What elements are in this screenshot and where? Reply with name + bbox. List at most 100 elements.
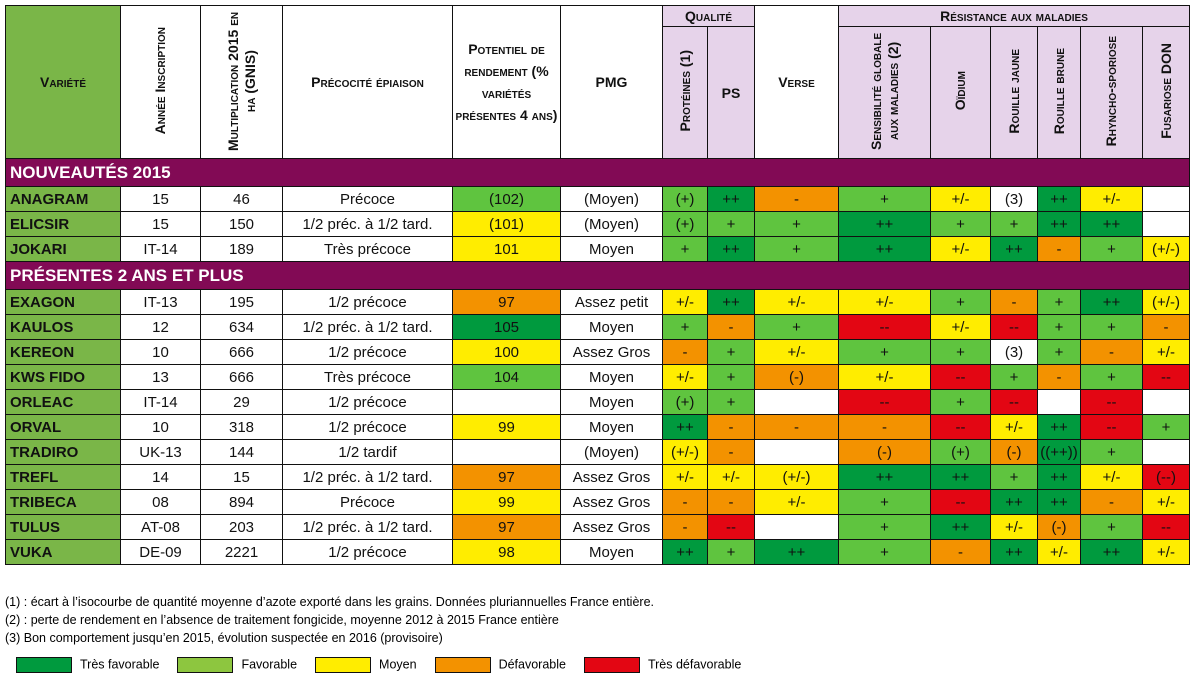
cell-rouille-jaune: --	[990, 389, 1038, 415]
table-row: KEREON 10 666 1/2 précoce 100 Assez Gros - + +/-…	[5, 339, 1191, 365]
cell-rouille-brune	[1037, 389, 1081, 415]
cell-rouille-jaune: (-)	[990, 439, 1038, 465]
header-verse: Verse	[754, 5, 839, 159]
header-multiplication: Multiplication 2015 en ha (GNIS)	[200, 5, 283, 159]
cell-variete: ORLEAC	[5, 389, 121, 415]
cell-precocite: Très précoce	[282, 236, 453, 262]
cell-rouille-jaune: --	[990, 314, 1038, 340]
cell-ps: +	[707, 339, 755, 365]
cell-multiplication: 189	[200, 236, 283, 262]
variety-table: Variété Année Inscription Multiplication…	[4, 5, 1191, 565]
cell-multiplication: 634	[200, 314, 283, 340]
cell-rouille-jaune: +	[990, 364, 1038, 390]
cell-fusariose: (+/-)	[1141, 236, 1191, 262]
cell-multiplication: 666	[200, 364, 283, 390]
cell-variete: ORVAL	[5, 414, 121, 440]
cell-pmg: Assez Gros	[560, 514, 663, 540]
cell-fusariose: +/-	[1141, 489, 1191, 515]
table-row: JOKARI IT-14 189 Très précoce 101 Moyen + ++ + ++…	[5, 236, 1191, 262]
cell-proteines: -	[662, 514, 708, 540]
cell-precocite: 1/2 préc. à 1/2 tard.	[282, 211, 453, 237]
cell-variete: KWS FIDO	[5, 364, 121, 390]
header-qualite: Qualité	[662, 5, 755, 27]
cell-ps: +/-	[707, 464, 755, 490]
cell-potentiel: (101)	[452, 211, 561, 237]
footnote: (1) : écart à l’isocourbe de quantité mo…	[5, 595, 654, 609]
cell-rouille-jaune: -	[990, 289, 1038, 315]
cell-verse: (-)	[754, 364, 839, 390]
section-title: NOUVEAUTÉS 2015	[4, 158, 1191, 187]
cell-annee: DE-09	[120, 539, 201, 565]
cell-proteines: +/-	[662, 464, 708, 490]
cell-sensibilite: (-)	[838, 439, 931, 465]
cell-proteines: (+)	[662, 389, 708, 415]
cell-variete: ELICSIR	[5, 211, 121, 237]
cell-proteines: (+/-)	[662, 439, 708, 465]
cell-variete: TREFL	[5, 464, 121, 490]
cell-sensibilite: +	[838, 339, 931, 365]
cell-verse: -	[754, 186, 839, 212]
legend-item: Très favorable	[16, 657, 159, 673]
cell-rhyncho: +	[1080, 514, 1143, 540]
table-row: EXAGON IT-13 195 1/2 précoce 97 Assez petit +/…	[5, 289, 1191, 315]
cell-ps: -	[707, 439, 755, 465]
cell-multiplication: 15	[200, 464, 283, 490]
cell-sensibilite: +	[838, 514, 931, 540]
cell-rouille-jaune: +/-	[990, 414, 1038, 440]
cell-pmg: Moyen	[560, 314, 663, 340]
cell-precocite: Précoce	[282, 186, 453, 212]
cell-multiplication: 29	[200, 389, 283, 415]
cell-precocite: 1/2 précoce	[282, 414, 453, 440]
cell-sensibilite: ++	[838, 464, 931, 490]
cell-potentiel: (102)	[452, 186, 561, 212]
cell-verse: +	[754, 211, 839, 237]
cell-multiplication: 46	[200, 186, 283, 212]
cell-rouille-jaune: +	[990, 211, 1038, 237]
cell-oidium: +/-	[930, 314, 991, 340]
footnote: (3) Bon comportement jusqu’en 2015, évol…	[5, 631, 443, 645]
cell-oidium: -	[930, 539, 991, 565]
cell-proteines: +/-	[662, 289, 708, 315]
header-proteines: Protéines (1)	[662, 26, 708, 159]
cell-precocite: 1/2 précoce	[282, 539, 453, 565]
section-title: PRÉSENTES 2 ANS ET PLUS	[4, 261, 1191, 290]
legend-label: Défavorable	[498, 657, 566, 672]
cell-annee: 10	[120, 414, 201, 440]
cell-verse: (+/-)	[754, 464, 839, 490]
cell-ps: -	[707, 314, 755, 340]
cell-proteines: -	[662, 339, 708, 365]
cell-proteines: +	[662, 236, 708, 262]
legend-item: Défavorable	[434, 657, 566, 673]
cell-fusariose: +/-	[1141, 539, 1191, 565]
cell-precocite: Très précoce	[282, 364, 453, 390]
cell-ps: --	[707, 514, 755, 540]
cell-precocite: 1/2 précoce	[282, 289, 453, 315]
cell-annee: 12	[120, 314, 201, 340]
cell-rouille-brune: +	[1037, 339, 1081, 365]
cell-pmg: Moyen	[560, 539, 663, 565]
cell-multiplication: 894	[200, 489, 283, 515]
cell-pmg: Moyen	[560, 389, 663, 415]
cell-annee: 15	[120, 186, 201, 212]
cell-rouille-brune: +/-	[1037, 539, 1081, 565]
cell-rhyncho: +/-	[1080, 186, 1143, 212]
legend-swatch	[434, 657, 491, 673]
cell-potentiel	[452, 389, 561, 415]
cell-rhyncho: -	[1080, 339, 1143, 365]
cell-rhyncho: +/-	[1080, 464, 1143, 490]
cell-pmg: Moyen	[560, 414, 663, 440]
cell-sensibilite: --	[838, 389, 931, 415]
legend-label: Moyen	[379, 657, 417, 672]
cell-sensibilite: +	[838, 539, 931, 565]
cell-fusariose: -	[1141, 314, 1191, 340]
cell-oidium: --	[930, 489, 991, 515]
cell-multiplication: 203	[200, 514, 283, 540]
cell-pmg: (Moyen)	[560, 211, 663, 237]
cell-precocite: Précoce	[282, 489, 453, 515]
cell-rhyncho: +	[1080, 314, 1143, 340]
cell-potentiel: 97	[452, 289, 561, 315]
cell-proteines: ++	[662, 539, 708, 565]
legend-label: Très défavorable	[647, 657, 742, 672]
cell-sensibilite: +/-	[838, 364, 931, 390]
table-row: KWS FIDO 13 666 Très précoce 104 Moyen +/- + (-)…	[5, 364, 1191, 390]
